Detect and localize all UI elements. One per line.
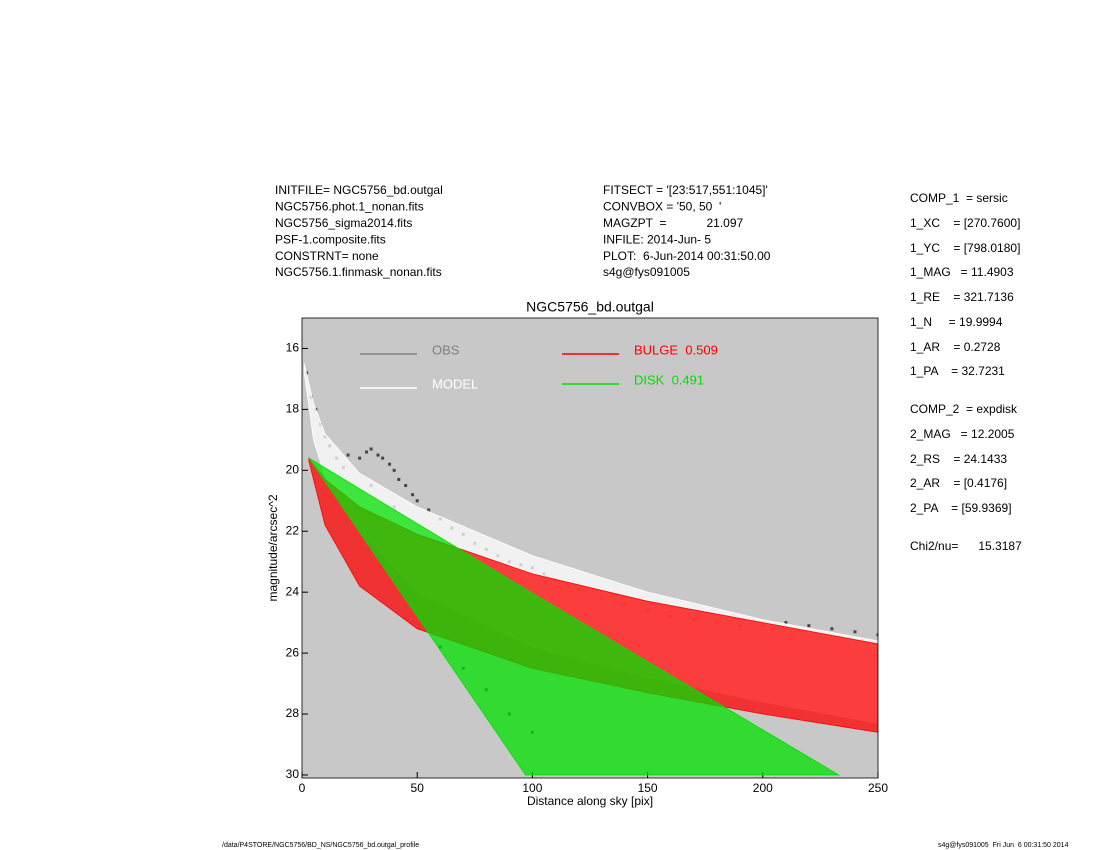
obs-point	[807, 624, 811, 628]
parameter: Chi2/nu= 15.3187	[910, 539, 1022, 553]
footer-left: /data/P4STORE/NGC5756/BD_NS/NGC5756_bd.o…	[222, 842, 419, 849]
header-line: INITFILE= NGC5756_bd.outgal	[275, 183, 443, 197]
obs-point	[427, 508, 431, 512]
header-line: s4g@fys091005	[603, 265, 690, 279]
legend-label: MODEL	[432, 376, 478, 391]
y-tick-label: 16	[286, 341, 300, 355]
header-line: NGC5756.1.finmask_nonan.fits	[275, 265, 442, 279]
header-line: NGC5756.phot.1_nonan.fits	[275, 200, 424, 214]
legend-label: OBS	[432, 342, 460, 357]
parameter: COMP_1 = sersic	[910, 191, 1008, 205]
parameter: 2_PA = [59.9369]	[910, 501, 1012, 515]
parameter: 2_AR = [0.4176]	[910, 476, 1007, 490]
parameter: 2_RS = 24.1433	[910, 452, 1007, 466]
parameter: 1_YC = [798.0180]	[910, 241, 1020, 255]
header-line: PSF-1.composite.fits	[275, 232, 386, 246]
parameter: 2_MAG = 12.2005	[910, 427, 1015, 441]
plot-frame	[301, 317, 879, 779]
header-line: NGC5756_sigma2014.fits	[275, 216, 412, 230]
obs-point	[415, 499, 419, 503]
obs-point	[376, 453, 380, 457]
parameter: 1_N = 19.9994	[910, 315, 1003, 329]
component-band	[308, 457, 841, 776]
obs-point	[392, 468, 396, 472]
y-tick-label: 20	[286, 462, 300, 476]
chart-title: NGC5756_bd.outgal	[526, 299, 654, 315]
parameter: COMP_2 = expdisk	[910, 402, 1018, 416]
obs-point	[381, 456, 385, 460]
x-tick-label: 200	[753, 781, 773, 795]
legend-label: BULGE 0.509	[634, 342, 718, 357]
y-axis-label: magnitude/arcsec^2	[266, 494, 280, 601]
x-tick-label: 0	[299, 781, 306, 795]
header-line: CONVBOX = '50, 50 '	[603, 200, 721, 214]
x-axis-label: Distance along sky [pix]	[527, 794, 653, 808]
parameter: 1_MAG = 11.4903	[910, 265, 1014, 279]
obs-point	[404, 484, 408, 488]
obs-point	[369, 447, 373, 451]
y-tick-label: 26	[286, 645, 300, 659]
y-tick-label: 24	[286, 584, 300, 598]
obs-point	[388, 462, 392, 466]
obs-point	[358, 456, 362, 460]
obs-point	[411, 493, 415, 497]
y-tick-label: 18	[286, 402, 300, 416]
footer-right: s4g@fys091005 Fri Jun 6 00:31:50 2014	[938, 842, 1069, 849]
obs-point	[830, 627, 834, 631]
obs-point	[853, 630, 857, 634]
y-tick-label: 28	[286, 706, 300, 720]
obs-point	[784, 621, 788, 625]
parameter: 1_XC = [270.7600]	[910, 216, 1020, 230]
x-tick-label: 100	[522, 781, 542, 795]
parameter: 1_PA = 32.7231	[910, 364, 1005, 378]
plot-area	[303, 363, 878, 776]
header-line: CONSTRNT= none	[275, 249, 379, 263]
y-tick-label: 30	[286, 767, 300, 781]
x-tick-label: 250	[868, 781, 888, 795]
obs-point	[397, 477, 401, 481]
obs-point	[876, 633, 878, 637]
x-tick-label: 150	[638, 781, 658, 795]
header-line: INFILE: 2014-Jun- 5	[603, 232, 711, 246]
obs-point	[346, 453, 350, 457]
x-tick-label: 50	[411, 781, 425, 795]
y-tick-label: 22	[286, 523, 300, 537]
header-line: PLOT: 6-Jun-2014 00:31:50.00	[603, 249, 771, 263]
header-line: MAGZPT = 21.097	[603, 216, 743, 230]
parameter: 1_AR = 0.2728	[910, 340, 1001, 354]
legend-label: DISK 0.491	[634, 372, 704, 387]
obs-point	[365, 450, 369, 454]
parameter: 1_RE = 321.7136	[910, 290, 1014, 304]
header-line: FITSECT = '[23:517,551:1045]'	[603, 183, 768, 197]
